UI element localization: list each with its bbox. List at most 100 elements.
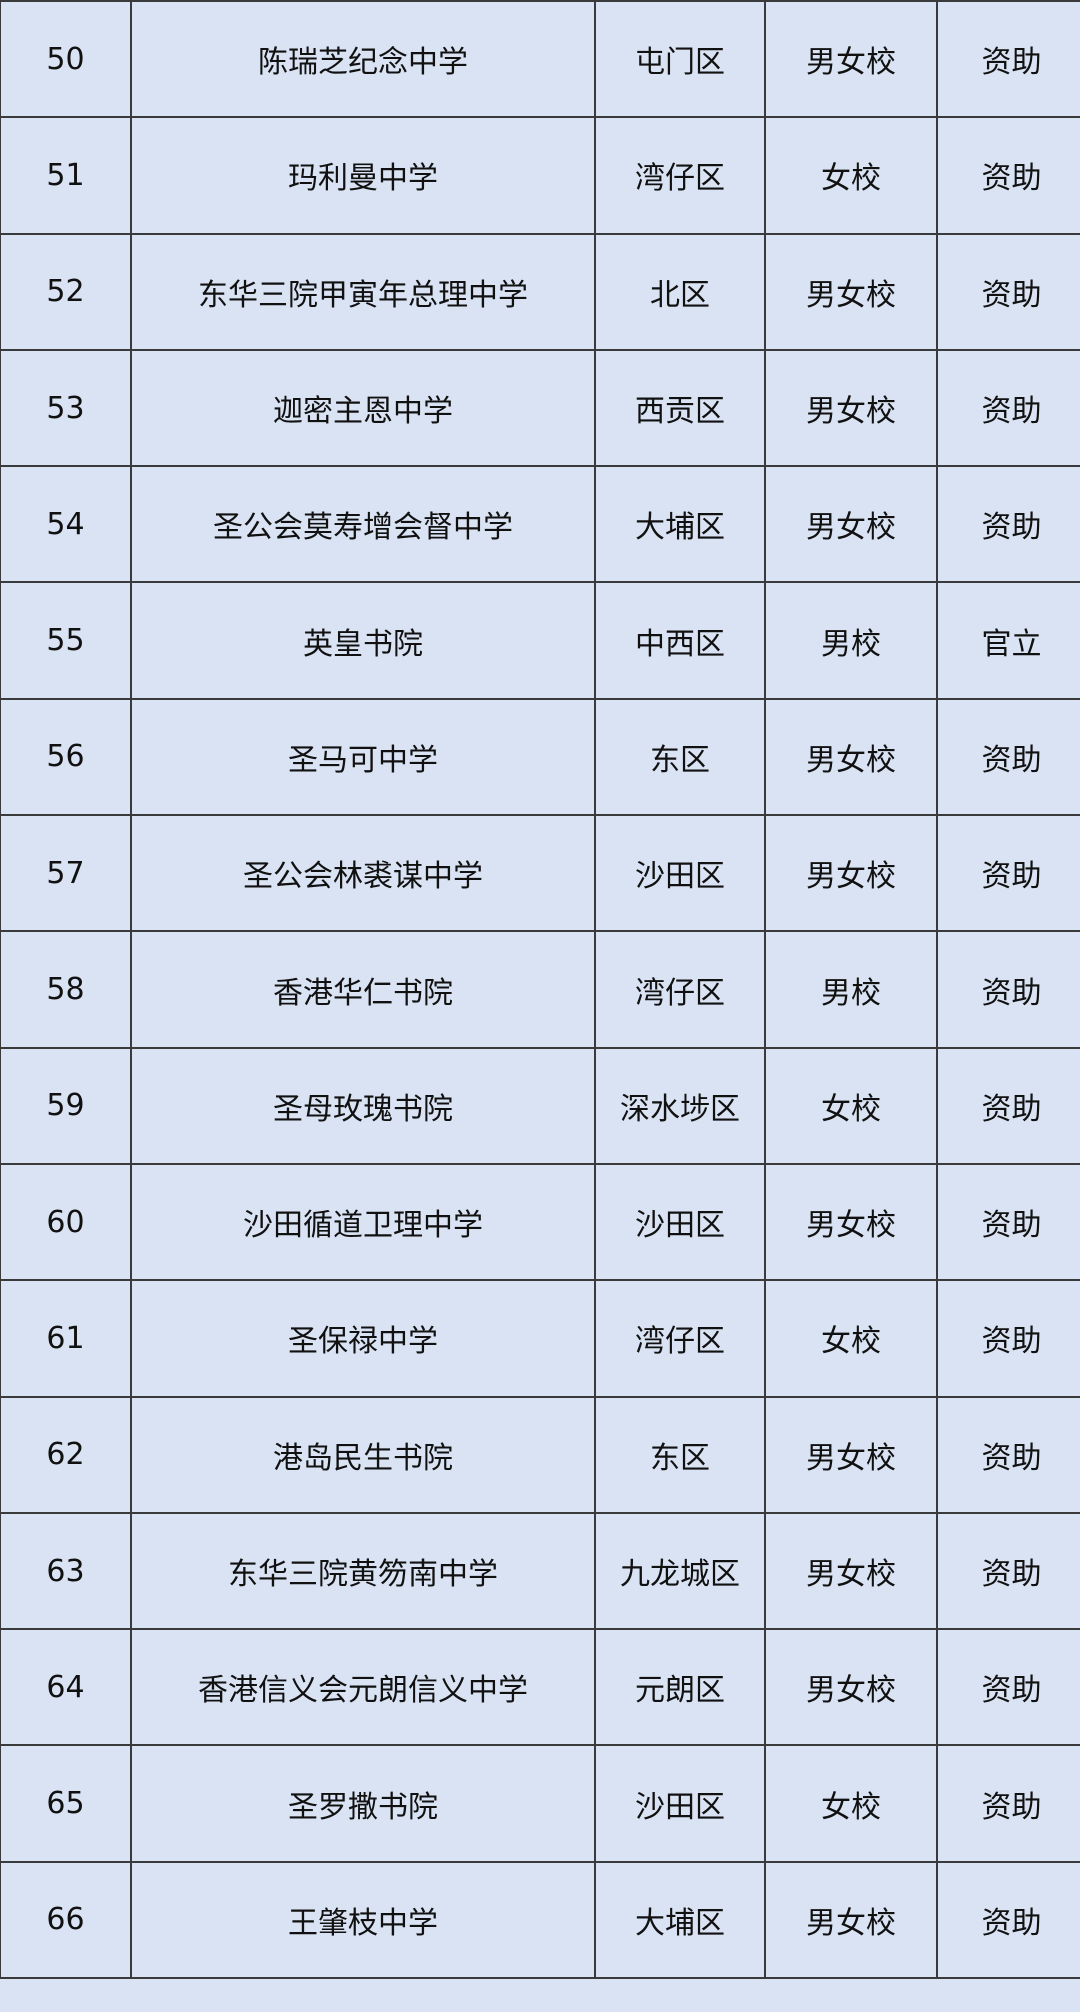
district-cell: 九龙城区	[594, 1511, 766, 1631]
school-name-cell: 迦密主恩中学	[130, 348, 596, 468]
gender-cell: 女校	[764, 1046, 938, 1165]
table-row: 53 迦密主恩中学 西贡区 男女校 资助	[0, 348, 1080, 468]
table-row: 65 圣罗撒书院 沙田区 女校 资助	[0, 1744, 1080, 1863]
school-name-cell: 圣罗撒书院	[130, 1744, 596, 1863]
district-cell: 大埔区	[594, 1860, 766, 1980]
gender-cell: 女校	[764, 1279, 938, 1398]
school-name-cell: 玛利曼中学	[130, 116, 596, 235]
district-cell: 西贡区	[594, 348, 766, 468]
rank-cell: 58	[0, 930, 132, 1049]
type-cell: 资助	[936, 1395, 1080, 1514]
district-cell: 沙田区	[594, 1744, 766, 1863]
rank-cell: 56	[0, 697, 132, 817]
district-cell: 湾仔区	[594, 1279, 766, 1398]
district-cell: 沙田区	[594, 814, 766, 933]
table-row: 58 香港华仁书院 湾仔区 男校 资助	[0, 930, 1080, 1049]
district-cell: 深水埗区	[594, 1046, 766, 1165]
type-cell: 资助	[936, 697, 1080, 817]
gender-cell: 男女校	[764, 1511, 938, 1631]
rank-cell: 60	[0, 1162, 132, 1282]
school-name-cell: 圣母玫瑰书院	[130, 1046, 596, 1165]
type-cell: 资助	[936, 814, 1080, 933]
type-cell: 资助	[936, 348, 1080, 468]
school-name-cell: 香港华仁书院	[130, 930, 596, 1049]
rank-cell: 61	[0, 1279, 132, 1398]
type-cell: 资助	[936, 1046, 1080, 1165]
school-name-cell: 圣保禄中学	[130, 1279, 596, 1398]
table-row: 50 陈瑞芝纪念中学 屯门区 男女校 资助	[0, 0, 1080, 119]
gender-cell: 女校	[764, 116, 938, 235]
rank-cell: 64	[0, 1628, 132, 1747]
rank-cell: 66	[0, 1860, 132, 1980]
rank-cell: 57	[0, 814, 132, 933]
rank-cell: 53	[0, 348, 132, 468]
table-row: 59 圣母玫瑰书院 深水埗区 女校 资助	[0, 1046, 1080, 1165]
district-cell: 中西区	[594, 581, 766, 700]
district-cell: 东区	[594, 697, 766, 817]
gender-cell: 男女校	[764, 348, 938, 468]
school-name-cell: 沙田循道卫理中学	[130, 1162, 596, 1282]
school-name-cell: 东华三院黄笏南中学	[130, 1511, 596, 1631]
type-cell: 资助	[936, 116, 1080, 235]
rank-cell: 54	[0, 465, 132, 584]
type-cell: 资助	[936, 1162, 1080, 1282]
school-name-cell: 东华三院甲寅年总理中学	[130, 232, 596, 351]
table-row: 51 玛利曼中学 湾仔区 女校 资助	[0, 116, 1080, 235]
district-cell: 湾仔区	[594, 116, 766, 235]
school-name-cell: 王肇枝中学	[130, 1860, 596, 1980]
table-row: 56 圣马可中学 东区 男女校 资助	[0, 697, 1080, 817]
type-cell: 资助	[936, 1511, 1080, 1631]
district-cell: 元朗区	[594, 1628, 766, 1747]
rank-cell: 55	[0, 581, 132, 700]
gender-cell: 男女校	[764, 465, 938, 584]
district-cell: 北区	[594, 232, 766, 351]
table-row: 63 东华三院黄笏南中学 九龙城区 男女校 资助	[0, 1511, 1080, 1631]
gender-cell: 男校	[764, 930, 938, 1049]
school-name-cell: 圣马可中学	[130, 697, 596, 817]
rank-cell: 63	[0, 1511, 132, 1631]
type-cell: 资助	[936, 1860, 1080, 1980]
school-name-cell: 香港信义会元朗信义中学	[130, 1628, 596, 1747]
table-row: 61 圣保禄中学 湾仔区 女校 资助	[0, 1279, 1080, 1398]
gender-cell: 女校	[764, 1744, 938, 1863]
gender-cell: 男女校	[764, 232, 938, 351]
gender-cell: 男女校	[764, 1628, 938, 1747]
rank-cell: 62	[0, 1395, 132, 1514]
table-row: 52 东华三院甲寅年总理中学 北区 男女校 资助	[0, 232, 1080, 351]
table-row: 60 沙田循道卫理中学 沙田区 男女校 资助	[0, 1162, 1080, 1282]
rank-cell: 51	[0, 116, 132, 235]
type-cell: 官立	[936, 581, 1080, 700]
school-name-cell: 圣公会林裘谋中学	[130, 814, 596, 933]
type-cell: 资助	[936, 465, 1080, 584]
district-cell: 屯门区	[594, 0, 766, 119]
table-row: 55 英皇书院 中西区 男校 官立	[0, 581, 1080, 700]
gender-cell: 男女校	[764, 0, 938, 119]
rank-cell: 52	[0, 232, 132, 351]
school-name-cell: 陈瑞芝纪念中学	[130, 0, 596, 119]
district-cell: 沙田区	[594, 1162, 766, 1282]
table-row: 62 港岛民生书院 东区 男女校 资助	[0, 1395, 1080, 1514]
school-name-cell: 圣公会莫寿增会督中学	[130, 465, 596, 584]
school-name-cell: 英皇书院	[130, 581, 596, 700]
table-row: 54 圣公会莫寿增会督中学 大埔区 男女校 资助	[0, 465, 1080, 584]
gender-cell: 男女校	[764, 1860, 938, 1980]
gender-cell: 男女校	[764, 1395, 938, 1514]
type-cell: 资助	[936, 1744, 1080, 1863]
gender-cell: 男女校	[764, 1162, 938, 1282]
type-cell: 资助	[936, 232, 1080, 351]
district-cell: 东区	[594, 1395, 766, 1514]
rank-cell: 50	[0, 0, 132, 119]
type-cell: 资助	[936, 1628, 1080, 1747]
gender-cell: 男女校	[764, 814, 938, 933]
district-cell: 湾仔区	[594, 930, 766, 1049]
type-cell: 资助	[936, 0, 1080, 119]
table-row: 64 香港信义会元朗信义中学 元朗区 男女校 资助	[0, 1628, 1080, 1747]
gender-cell: 男女校	[764, 697, 938, 817]
type-cell: 资助	[936, 930, 1080, 1049]
table-row: 57 圣公会林裘谋中学 沙田区 男女校 资助	[0, 814, 1080, 933]
gender-cell: 男校	[764, 581, 938, 700]
type-cell: 资助	[936, 1279, 1080, 1398]
district-cell: 大埔区	[594, 465, 766, 584]
rank-cell: 59	[0, 1046, 132, 1165]
